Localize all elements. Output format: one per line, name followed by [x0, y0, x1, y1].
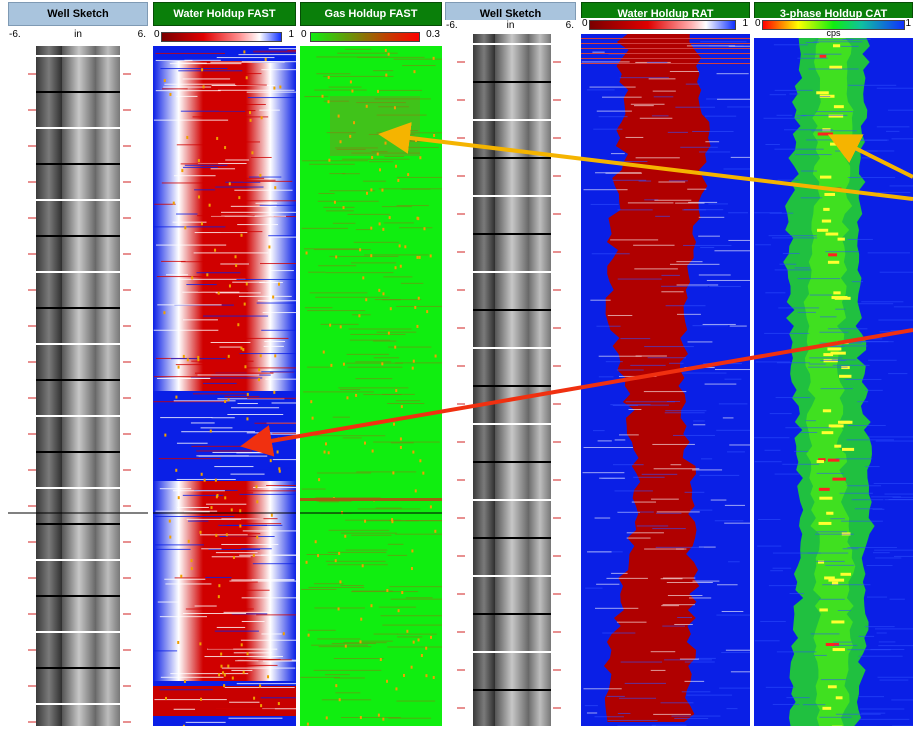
track-header[interactable]: Gas Holdup FAST	[300, 2, 442, 26]
track-well-sketch-2: Well Sketch -6. in 6.	[445, 0, 576, 730]
track-header[interactable]: Well Sketch	[8, 2, 148, 26]
scale-unit: in	[506, 20, 515, 31]
scale-min: -6.	[446, 20, 458, 31]
scale-max: 1	[742, 18, 748, 29]
track-scale: 0 cps 1	[754, 18, 913, 38]
well-sketch-body	[8, 46, 148, 726]
scale-max: 1	[905, 18, 911, 29]
track-title: Water Holdup RAT	[617, 8, 714, 20]
track-title: Water Holdup FAST	[173, 8, 276, 20]
scale-min: 0	[755, 18, 761, 29]
3phase-holdup-cat-image	[754, 38, 913, 726]
track-title: Well Sketch	[47, 8, 109, 20]
track-well-sketch-1: Well Sketch -6. in 6.	[8, 0, 148, 730]
scale-max: 6.	[137, 29, 146, 40]
track-header[interactable]: Water Holdup FAST	[153, 2, 296, 26]
track-scale: 0 1	[581, 18, 750, 32]
track-scale: -6. in 6.	[8, 27, 148, 44]
scale-max: 1	[288, 29, 294, 40]
gas-holdup-fast-image	[300, 46, 442, 726]
track-title: Gas Holdup FAST	[324, 8, 418, 20]
scale-min: -6.	[9, 29, 21, 40]
scale-max: 0.3	[426, 29, 440, 40]
scale-min: 0	[154, 29, 160, 40]
color-scale-bar	[310, 32, 420, 42]
color-scale-bar	[762, 20, 905, 30]
scale-min: 0	[301, 29, 307, 40]
track-scale: 0 1	[153, 27, 296, 44]
water-holdup-rat-image	[581, 34, 750, 726]
track-scale: -6. in 6.	[445, 20, 576, 34]
color-scale-bar	[161, 32, 282, 42]
track-gas-holdup-fast: Gas Holdup FAST 0 0.3	[300, 0, 442, 730]
track-title: 3-phase Holdup CAT	[779, 8, 888, 20]
scale-unit: cps	[826, 28, 841, 38]
scale-min: 0	[582, 18, 588, 29]
water-holdup-fast-image	[153, 46, 296, 726]
scale-unit: in	[74, 29, 82, 40]
scale-max: 6.	[565, 20, 574, 31]
track-title: Well Sketch	[479, 8, 542, 20]
track-scale: 0 0.3	[300, 27, 442, 44]
track-water-holdup-rat: Water Holdup RAT 0 1	[581, 0, 750, 730]
track-3phase-holdup-cat: 3-phase Holdup CAT 0 cps 1	[754, 0, 913, 730]
color-scale-bar	[589, 20, 736, 30]
track-water-holdup-fast: Water Holdup FAST 0 1	[153, 0, 296, 730]
well-sketch-body	[445, 34, 576, 726]
